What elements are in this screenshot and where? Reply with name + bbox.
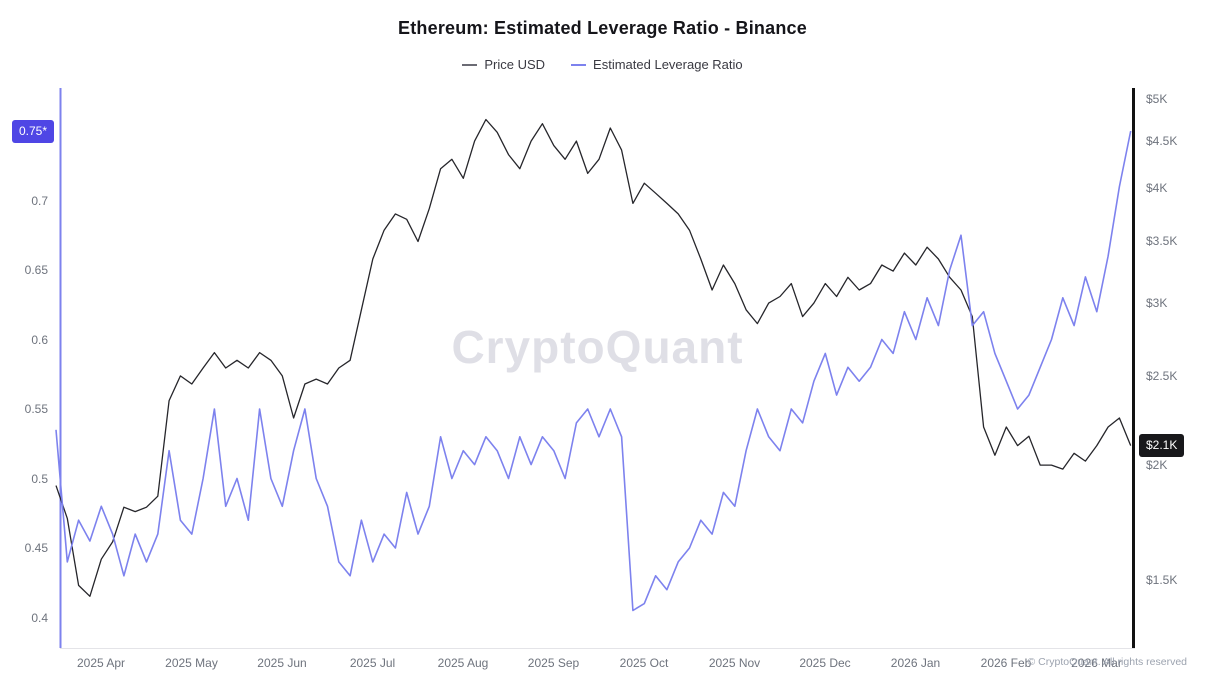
right-axis-tick-label: $5K xyxy=(1146,92,1168,106)
x-axis-tick-label: 2025 Aug xyxy=(437,656,489,670)
leverage-series-dash-icon xyxy=(571,63,587,66)
x-axis-tick-label: 2025 Apr xyxy=(76,656,126,670)
price-series-dash-icon xyxy=(462,63,478,66)
x-axis-tick-label: 2025 Dec xyxy=(799,656,851,670)
x-axis-tick-label: 2025 Nov xyxy=(708,656,761,670)
price-usd-line xyxy=(55,118,1132,597)
left-axis-tick-label: 0.45 xyxy=(24,541,48,555)
x-axis-tick-label: 2026 Jan xyxy=(890,656,941,670)
chart-title: Ethereum: Estimated Leverage Ratio - Bin… xyxy=(398,18,807,38)
legend-label-leverage: Estimated Leverage Ratio xyxy=(593,57,743,72)
left-axis-tick-label: 0.6 xyxy=(31,332,48,347)
left-axis-tick-label: 0.7 xyxy=(31,193,48,208)
right-axis-tick-label: $3K xyxy=(1146,296,1168,311)
right-axis-tick-label: $1.5K xyxy=(1146,573,1178,587)
x-axis-tick-label: 2026 Mar xyxy=(1071,656,1122,670)
leverage-current-value-badge: 0.75* xyxy=(12,119,55,143)
x-axis-tick-label: 2025 Jul xyxy=(349,656,396,670)
x-axis-tick-label: 2025 Jun xyxy=(257,656,307,670)
legend: Price USD Estimated Leverage Ratio xyxy=(0,57,1205,72)
left-axis-tick-label: 0.55 xyxy=(24,402,48,416)
x-axis-tick-label: 2025 Sep xyxy=(527,656,580,670)
x-axis-tick-label: 2025 Oct xyxy=(619,656,669,670)
copyright-notice: © CryptoQuant. All rights reserved xyxy=(1027,656,1187,668)
price-current-value-badge: $2.1K xyxy=(1139,434,1185,458)
right-axis-tick-label: $4.5K xyxy=(1146,134,1178,149)
legend-item-price[interactable]: Price USD xyxy=(462,57,545,72)
right-axis-tick-label: $2K xyxy=(1146,458,1168,473)
legend-item-leverage[interactable]: Estimated Leverage Ratio xyxy=(571,57,743,72)
legend-label-price: Price USD xyxy=(484,57,546,72)
left-axis-tick-label: 0.65 xyxy=(24,263,48,277)
x-axis-tick-label: 2026 Feb xyxy=(980,656,1032,670)
right-axis-tick-label: $2.5K xyxy=(1146,368,1178,383)
left-axis-tick-label: 0.5 xyxy=(31,471,48,486)
right-axis-tick-label: $3.5K xyxy=(1146,234,1178,249)
leverage-ratio-line xyxy=(55,130,1132,612)
right-axis-tick-label: $4K xyxy=(1146,181,1168,196)
x-axis-tick-label: 2025 May xyxy=(165,656,218,670)
left-axis-tick-label: 0.4 xyxy=(31,610,48,625)
